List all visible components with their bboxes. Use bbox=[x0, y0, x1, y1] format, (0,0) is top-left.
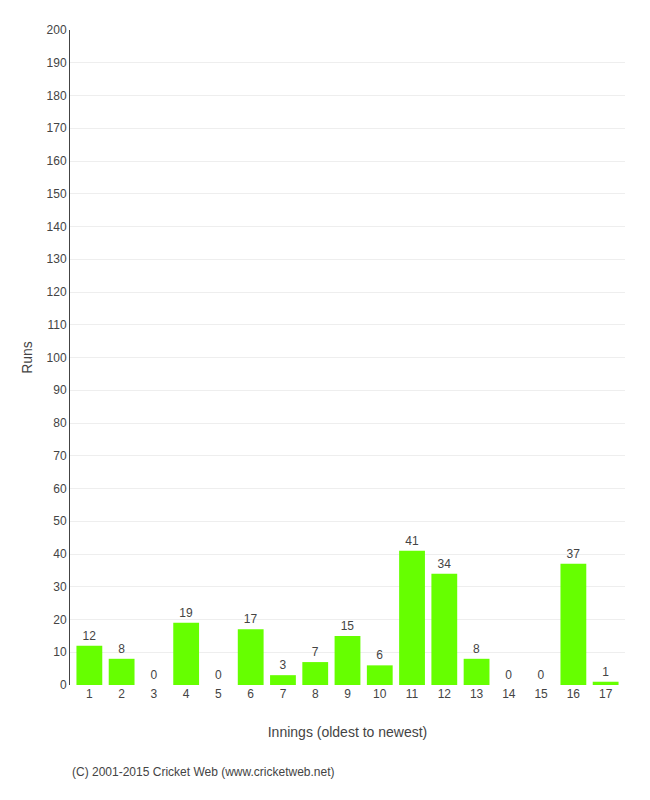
svg-text:15: 15 bbox=[534, 687, 548, 701]
svg-text:1: 1 bbox=[86, 687, 93, 701]
svg-text:8: 8 bbox=[312, 687, 319, 701]
svg-text:3: 3 bbox=[279, 658, 286, 672]
svg-text:0: 0 bbox=[538, 668, 545, 682]
svg-text:4: 4 bbox=[183, 687, 190, 701]
svg-text:19: 19 bbox=[179, 606, 193, 620]
svg-text:10: 10 bbox=[373, 687, 387, 701]
svg-text:200: 200 bbox=[47, 23, 67, 37]
svg-text:180: 180 bbox=[47, 89, 67, 103]
svg-text:0: 0 bbox=[505, 668, 512, 682]
svg-text:10: 10 bbox=[53, 645, 67, 659]
svg-text:(C) 2001-2015 Cricket Web (www: (C) 2001-2015 Cricket Web (www.cricketwe… bbox=[72, 765, 335, 779]
svg-text:12: 12 bbox=[438, 687, 452, 701]
svg-text:15: 15 bbox=[341, 619, 355, 633]
svg-text:80: 80 bbox=[53, 416, 67, 430]
svg-text:190: 190 bbox=[47, 56, 67, 70]
svg-text:0: 0 bbox=[60, 678, 67, 692]
svg-text:3: 3 bbox=[151, 687, 158, 701]
svg-text:6: 6 bbox=[376, 648, 383, 662]
svg-text:1: 1 bbox=[602, 665, 609, 679]
svg-text:8: 8 bbox=[118, 642, 125, 656]
svg-text:120: 120 bbox=[47, 285, 67, 299]
svg-text:17: 17 bbox=[599, 687, 613, 701]
svg-text:41: 41 bbox=[405, 534, 419, 548]
svg-text:0: 0 bbox=[215, 668, 222, 682]
svg-text:140: 140 bbox=[47, 220, 67, 234]
svg-text:Runs: Runs bbox=[19, 341, 35, 374]
svg-text:14: 14 bbox=[502, 687, 516, 701]
svg-text:34: 34 bbox=[437, 557, 451, 571]
svg-text:17: 17 bbox=[244, 612, 258, 626]
svg-text:7: 7 bbox=[280, 687, 287, 701]
svg-text:7: 7 bbox=[312, 645, 319, 659]
svg-text:9: 9 bbox=[344, 687, 351, 701]
svg-text:170: 170 bbox=[47, 121, 67, 135]
svg-text:8: 8 bbox=[473, 642, 480, 656]
svg-text:150: 150 bbox=[47, 187, 67, 201]
svg-text:60: 60 bbox=[53, 482, 67, 496]
svg-text:13: 13 bbox=[470, 687, 484, 701]
svg-text:12: 12 bbox=[83, 629, 97, 643]
svg-text:50: 50 bbox=[53, 514, 67, 528]
svg-text:6: 6 bbox=[247, 687, 254, 701]
svg-text:100: 100 bbox=[47, 351, 67, 365]
svg-text:30: 30 bbox=[53, 580, 67, 594]
svg-text:2: 2 bbox=[118, 687, 125, 701]
svg-text:11: 11 bbox=[406, 687, 419, 701]
svg-text:0: 0 bbox=[150, 668, 157, 682]
svg-text:37: 37 bbox=[567, 547, 581, 561]
svg-text:5: 5 bbox=[215, 687, 222, 701]
svg-text:90: 90 bbox=[53, 383, 67, 397]
svg-text:160: 160 bbox=[47, 154, 67, 168]
svg-text:40: 40 bbox=[53, 547, 67, 561]
svg-text:16: 16 bbox=[567, 687, 581, 701]
svg-text:110: 110 bbox=[47, 318, 66, 332]
svg-text:130: 130 bbox=[47, 252, 67, 266]
svg-text:20: 20 bbox=[53, 613, 67, 627]
svg-text:Innings (oldest to newest): Innings (oldest to newest) bbox=[268, 724, 428, 740]
svg-text:70: 70 bbox=[53, 449, 67, 463]
